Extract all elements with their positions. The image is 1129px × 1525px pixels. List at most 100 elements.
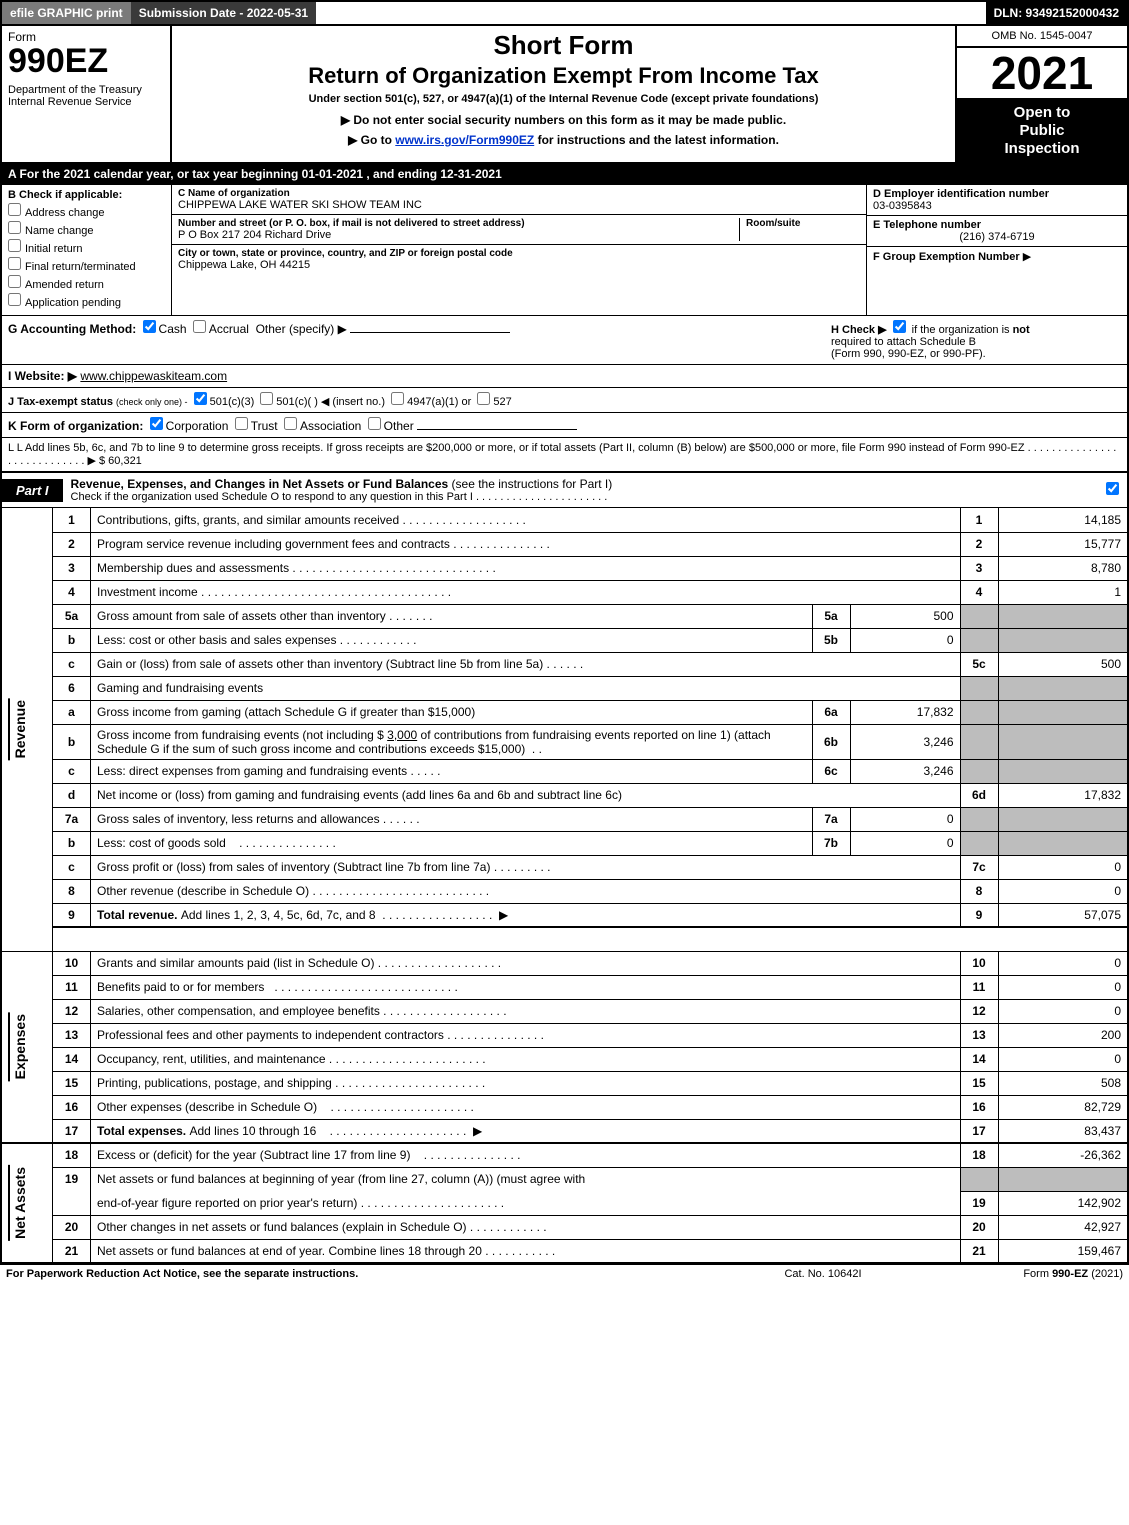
row-g-h: G Accounting Method: Cash Accrual Other … (0, 316, 1129, 365)
l5b-sn: 5b (812, 628, 850, 652)
other-specify-line[interactable] (350, 332, 510, 333)
tel-cell: E Telephone number (216) 374-6719 (867, 216, 1127, 247)
short-form-title: Short Form (180, 30, 947, 61)
l11-ln: 11 (960, 975, 998, 999)
h-text4: (Form 990, 990-EZ, or 990-PF). (831, 348, 986, 360)
l6b-sn: 6b (812, 724, 850, 759)
l20-num: 20 (53, 1215, 91, 1239)
dln-label: DLN: 93492152000432 (986, 2, 1127, 24)
opt-trust: Trust (251, 419, 278, 433)
line-5b: b Less: cost or other basis and sales ex… (1, 628, 1128, 652)
l7a-sn: 7a (812, 807, 850, 831)
line-6d: d Net income or (loss) from gaming and f… (1, 783, 1128, 807)
expenses-label: Expenses (8, 1012, 30, 1081)
org-name: CHIPPEWA LAKE WATER SKI SHOW TEAM INC (178, 199, 860, 211)
cb-trust[interactable] (235, 417, 248, 430)
part-i-check[interactable] (1106, 482, 1127, 498)
cb-final-return[interactable]: Final return/terminated (8, 257, 165, 273)
l3-num: 3 (53, 556, 91, 580)
header-left: Form 990EZ Department of the Treasury In… (2, 26, 172, 162)
l13-val: 200 (998, 1023, 1128, 1047)
l19-desc-part1: Net assets or fund balances at beginning… (91, 1167, 961, 1191)
cb-amended-return-label: Amended return (25, 279, 104, 291)
l6c-sv: 3,246 (850, 759, 960, 783)
line-4: 4 Investment income . . . . . . . . . . … (1, 580, 1128, 604)
opt-501c: 501(c)( ) ◀ (insert no.) (276, 396, 385, 408)
opt-other-org: Other (384, 419, 414, 433)
line-6c: c Less: direct expenses from gaming and … (1, 759, 1128, 783)
cb-527[interactable] (477, 392, 490, 405)
cb-amended-return[interactable]: Amended return (8, 275, 165, 291)
cb-other-org[interactable] (368, 417, 381, 430)
l6-num: 6 (53, 676, 91, 700)
l6b-num: b (53, 724, 91, 759)
cb-501c3[interactable] (194, 392, 207, 405)
cb-address-change[interactable]: Address change (8, 203, 165, 219)
l17-num: 17 (53, 1119, 91, 1143)
l6a-num: a (53, 700, 91, 724)
efile-label[interactable]: efile GRAPHIC print (2, 2, 131, 24)
l2-ln: 2 (960, 532, 998, 556)
cb-501c[interactable] (260, 392, 273, 405)
l9-val: 57,075 (998, 903, 1128, 927)
goto-line: Go to www.irs.gov/Form990EZ for instruct… (180, 133, 947, 147)
l7c-ln: 7c (960, 855, 998, 879)
l13-desc: Professional fees and other payments to … (97, 1028, 444, 1042)
other-org-line[interactable] (417, 429, 577, 430)
l6d-val: 17,832 (998, 783, 1128, 807)
cb-4947a1[interactable] (391, 392, 404, 405)
line-20: 20 Other changes in net assets or fund b… (1, 1215, 1128, 1239)
row-a-tax-year: A For the 2021 calendar year, or tax yea… (0, 164, 1129, 185)
h-cell: H Check ▶ if the organization is not req… (821, 320, 1121, 360)
cb-schedule-b-not-required[interactable] (893, 320, 906, 333)
irs-link[interactable]: www.irs.gov/Form990EZ (395, 133, 534, 147)
city-label: City or town, state or province, country… (178, 248, 860, 259)
cb-initial-return[interactable]: Initial return (8, 239, 165, 255)
line-8: 8 Other revenue (describe in Schedule O)… (1, 879, 1128, 903)
row-i: I Website: ▶ www.chippewaskiteam.com (0, 365, 1129, 388)
cb-accrual[interactable] (193, 320, 206, 333)
form-number: 990EZ (8, 44, 164, 78)
part-i-title: Revenue, Expenses, and Changes in Net As… (63, 473, 1106, 507)
row-l: L L Add lines 5b, 6c, and 7b to line 9 t… (0, 438, 1129, 473)
l1-num: 1 (53, 508, 91, 532)
cb-cash[interactable] (143, 320, 156, 333)
l6-shade (960, 676, 998, 700)
l9-ln: 9 (960, 903, 998, 927)
l18-ln: 18 (960, 1143, 998, 1167)
row-k: K Form of organization: Corporation Trus… (0, 413, 1129, 438)
revenue-spacer (1, 927, 1128, 951)
group-exemption-cell: F Group Exemption Number ▶ (867, 247, 1127, 266)
line-6b: b Gross income from fundraising events (… (1, 724, 1128, 759)
ein-label: D Employer identification number (873, 188, 1121, 200)
l2-desc: Program service revenue including govern… (97, 537, 450, 551)
l7a-desc: Gross sales of inventory, less returns a… (97, 812, 380, 826)
line-5c: c Gain or (loss) from sale of assets oth… (1, 652, 1128, 676)
l6b-sv: 3,246 (850, 724, 960, 759)
line-7c: c Gross profit or (loss) from sales of i… (1, 855, 1128, 879)
line-16: 16 Other expenses (describe in Schedule … (1, 1095, 1128, 1119)
l2-num: 2 (53, 532, 91, 556)
l13-num: 13 (53, 1023, 91, 1047)
cb-application-pending[interactable]: Application pending (8, 293, 165, 309)
cb-association[interactable] (284, 417, 297, 430)
cb-name-change[interactable]: Name change (8, 221, 165, 237)
l19b-num (53, 1191, 91, 1215)
l19-num: 19 (53, 1167, 91, 1191)
cb-corporation[interactable] (150, 417, 163, 430)
website-link[interactable]: www.chippewaskiteam.com (80, 369, 227, 383)
l16-val: 82,729 (998, 1095, 1128, 1119)
l7b-desc: Less: cost of goods sold (97, 836, 226, 850)
l6c-num: c (53, 759, 91, 783)
line-6a: a Gross income from gaming (attach Sched… (1, 700, 1128, 724)
l7c-num: c (53, 855, 91, 879)
l6b-amt: 3,000 (387, 728, 417, 742)
l21-desc: Net assets or fund balances at end of ye… (97, 1244, 482, 1258)
l13-ln: 13 (960, 1023, 998, 1047)
submission-date: Submission Date - 2022-05-31 (131, 2, 316, 24)
l20-ln: 20 (960, 1215, 998, 1239)
l20-val: 42,927 (998, 1215, 1128, 1239)
l6c-shade (960, 759, 998, 783)
omb-number: OMB No. 1545-0047 (957, 26, 1127, 48)
opt-527: 527 (493, 396, 511, 408)
